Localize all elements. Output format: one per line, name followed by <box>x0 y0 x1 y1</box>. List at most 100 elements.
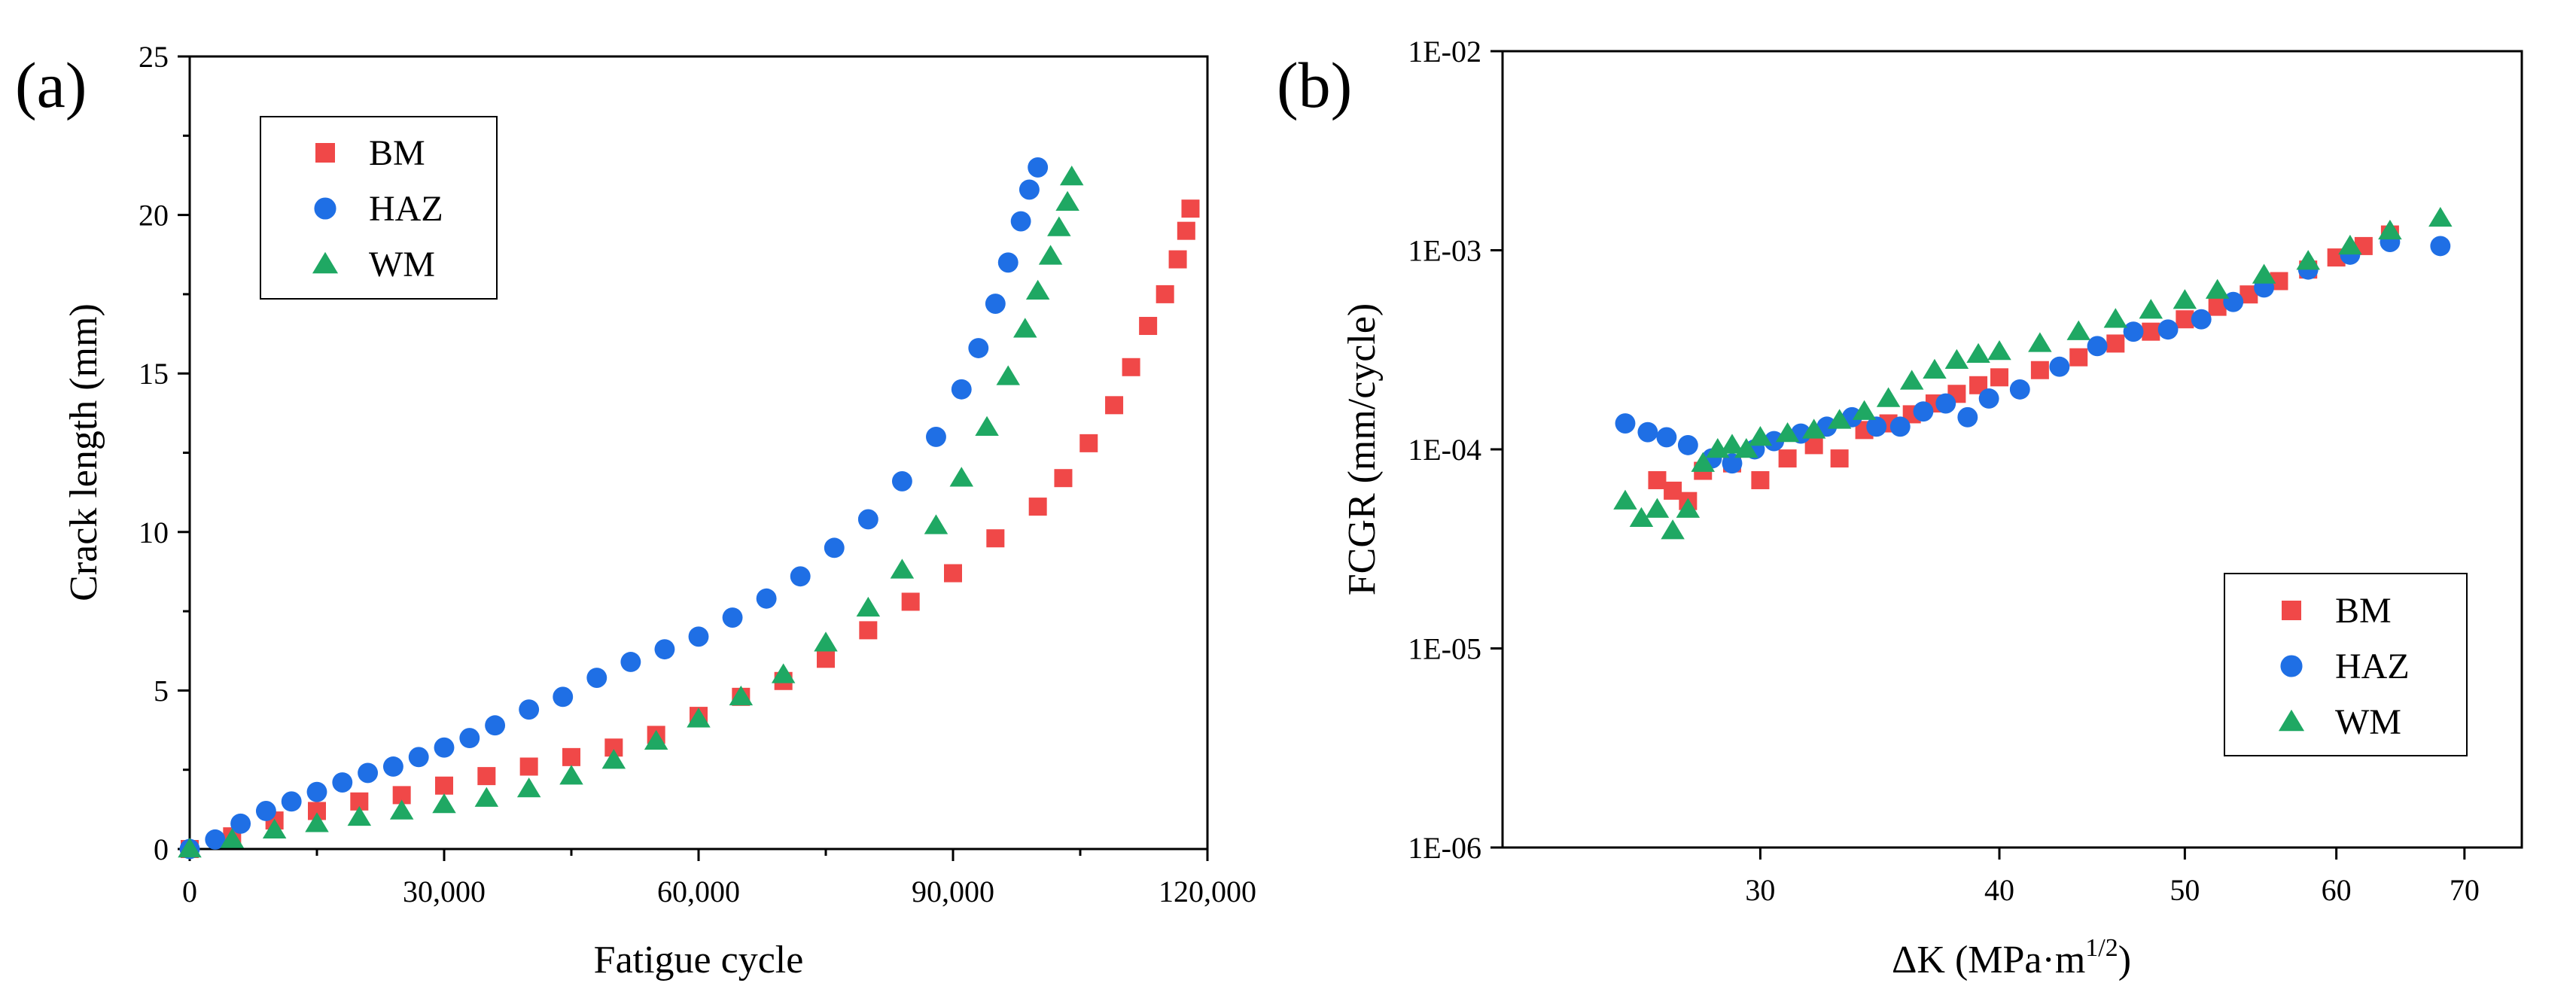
a-wm-point <box>644 729 668 750</box>
a-haz-point <box>968 338 989 358</box>
b-haz-point <box>1957 406 1978 428</box>
b-bm-point <box>1648 470 1667 489</box>
a-haz-point <box>688 626 709 647</box>
b-wm-point <box>1876 387 1901 407</box>
b-wm-point <box>2338 234 2362 255</box>
b-bm-point <box>2106 334 2125 353</box>
a-haz-point <box>434 737 455 758</box>
a-haz-point <box>281 791 302 812</box>
panel-b-y-axis-label: FCGR (mm/cycle) <box>1341 303 1384 596</box>
a-wm-point <box>856 596 881 617</box>
a-haz-point <box>1010 211 1031 232</box>
a-y-tick-label: 0 <box>154 832 169 866</box>
a-bm-point <box>562 747 580 766</box>
b-wm-point <box>1691 452 1715 472</box>
panel-a-y-ticks: 0 5 10 15 20 25 <box>139 40 190 866</box>
b-haz-point <box>1913 401 1934 422</box>
b-haz-point <box>1816 416 1838 437</box>
a-y-tick-label: 5 <box>154 674 169 708</box>
b-series-wm <box>1613 206 2453 540</box>
a-bm-point <box>1181 199 1200 218</box>
b-haz-point <box>1722 453 1743 474</box>
a-wm-point <box>729 685 754 706</box>
b-bm-point <box>1990 368 2009 387</box>
a-wm-point <box>601 749 626 769</box>
a-wm-point <box>305 812 329 832</box>
b-wm-point <box>1775 422 1800 443</box>
a-wm-point <box>516 777 541 798</box>
b-haz-point <box>2087 336 2108 357</box>
b-bm-point <box>2069 348 2088 367</box>
a-haz-point <box>722 607 743 628</box>
a-bm-point <box>859 621 878 640</box>
b-legend-haz-marker <box>2280 655 2303 677</box>
b-bm-point <box>1664 481 1682 500</box>
b-legend-bm-label: BM <box>2335 591 2392 631</box>
b-haz-point <box>1866 416 1887 437</box>
a-haz-point <box>382 756 403 777</box>
b-haz-point <box>1637 421 1658 443</box>
a-legend-wm-marker <box>312 251 339 274</box>
b-haz-point <box>1935 393 1956 414</box>
a-bm-point <box>1054 469 1073 488</box>
a-bm-point <box>901 592 920 611</box>
panel-b-x-axis-label-end: ) <box>2118 939 2131 981</box>
a-bm-point <box>1105 396 1124 415</box>
panel-a-legend-box <box>260 116 498 300</box>
a-wm-point <box>814 631 838 652</box>
a-legend-bm-marker <box>315 143 335 163</box>
b-series-bm <box>1648 225 2399 510</box>
a-bm-point <box>477 767 496 786</box>
a-bm-point <box>1079 434 1098 452</box>
b-wm-point <box>2205 278 2230 299</box>
b-wm-point <box>2296 250 2320 270</box>
b-haz-point <box>1656 427 1677 448</box>
a-haz-point <box>951 379 972 400</box>
panel-b-label: (b) <box>1277 49 1352 121</box>
a-bm-point <box>944 564 962 583</box>
a-wm-point <box>559 765 583 785</box>
a-wm-point <box>924 514 948 534</box>
a-wm-point <box>949 467 974 487</box>
b-series-haz <box>1615 232 2451 474</box>
b-bm-point <box>2142 322 2160 341</box>
panel-b-y-ticks: 1E-06 1E-05 1E-04 1E-03 1E-02 <box>1408 35 1503 865</box>
a-bm-point <box>1122 358 1140 376</box>
a-haz-point <box>824 537 845 558</box>
a-wm-point <box>975 415 999 437</box>
b-haz-point <box>1889 416 1911 437</box>
b-wm-point <box>2028 332 2052 352</box>
a-x-tick-label: 90,000 <box>912 875 994 908</box>
a-wm-point <box>687 708 711 728</box>
b-wm-point <box>1629 507 1654 527</box>
a-wm-point <box>890 558 915 579</box>
b-wm-point <box>1899 370 1924 390</box>
a-haz-point <box>857 509 878 530</box>
a-y-tick-label: 15 <box>139 357 169 391</box>
b-x-tick-label: 50 <box>2170 873 2200 907</box>
a-haz-point <box>790 566 811 587</box>
a-series-wm <box>178 166 1084 858</box>
panel-b-data-points <box>1613 206 2453 540</box>
a-wm-point <box>432 793 456 814</box>
a-x-tick-label: 60,000 <box>657 875 740 908</box>
b-haz-point <box>1978 388 1999 409</box>
a-wm-point <box>220 828 245 848</box>
panel-b-x-axis-label-main: ΔK (MPa·m <box>1892 939 2085 981</box>
b-wm-point <box>2139 299 2163 319</box>
panel-b-x-axis-label-superscript: 1/2 <box>2085 934 2118 962</box>
panel-a-legend-items: BM HAZ WM <box>312 133 443 285</box>
b-wm-point <box>1923 358 1947 379</box>
a-haz-point <box>985 294 1006 314</box>
a-legend-haz-label: HAZ <box>369 189 443 229</box>
b-x-tick-label: 40 <box>1984 873 2014 907</box>
a-haz-point <box>654 639 675 660</box>
a-haz-point <box>586 668 607 688</box>
b-haz-point <box>1615 413 1636 434</box>
a-y-tick-label: 25 <box>139 40 169 74</box>
a-legend-wm-label: WM <box>369 245 435 285</box>
a-wm-point <box>178 838 202 858</box>
b-haz-point <box>1764 431 1785 452</box>
a-bm-point <box>1168 250 1187 269</box>
